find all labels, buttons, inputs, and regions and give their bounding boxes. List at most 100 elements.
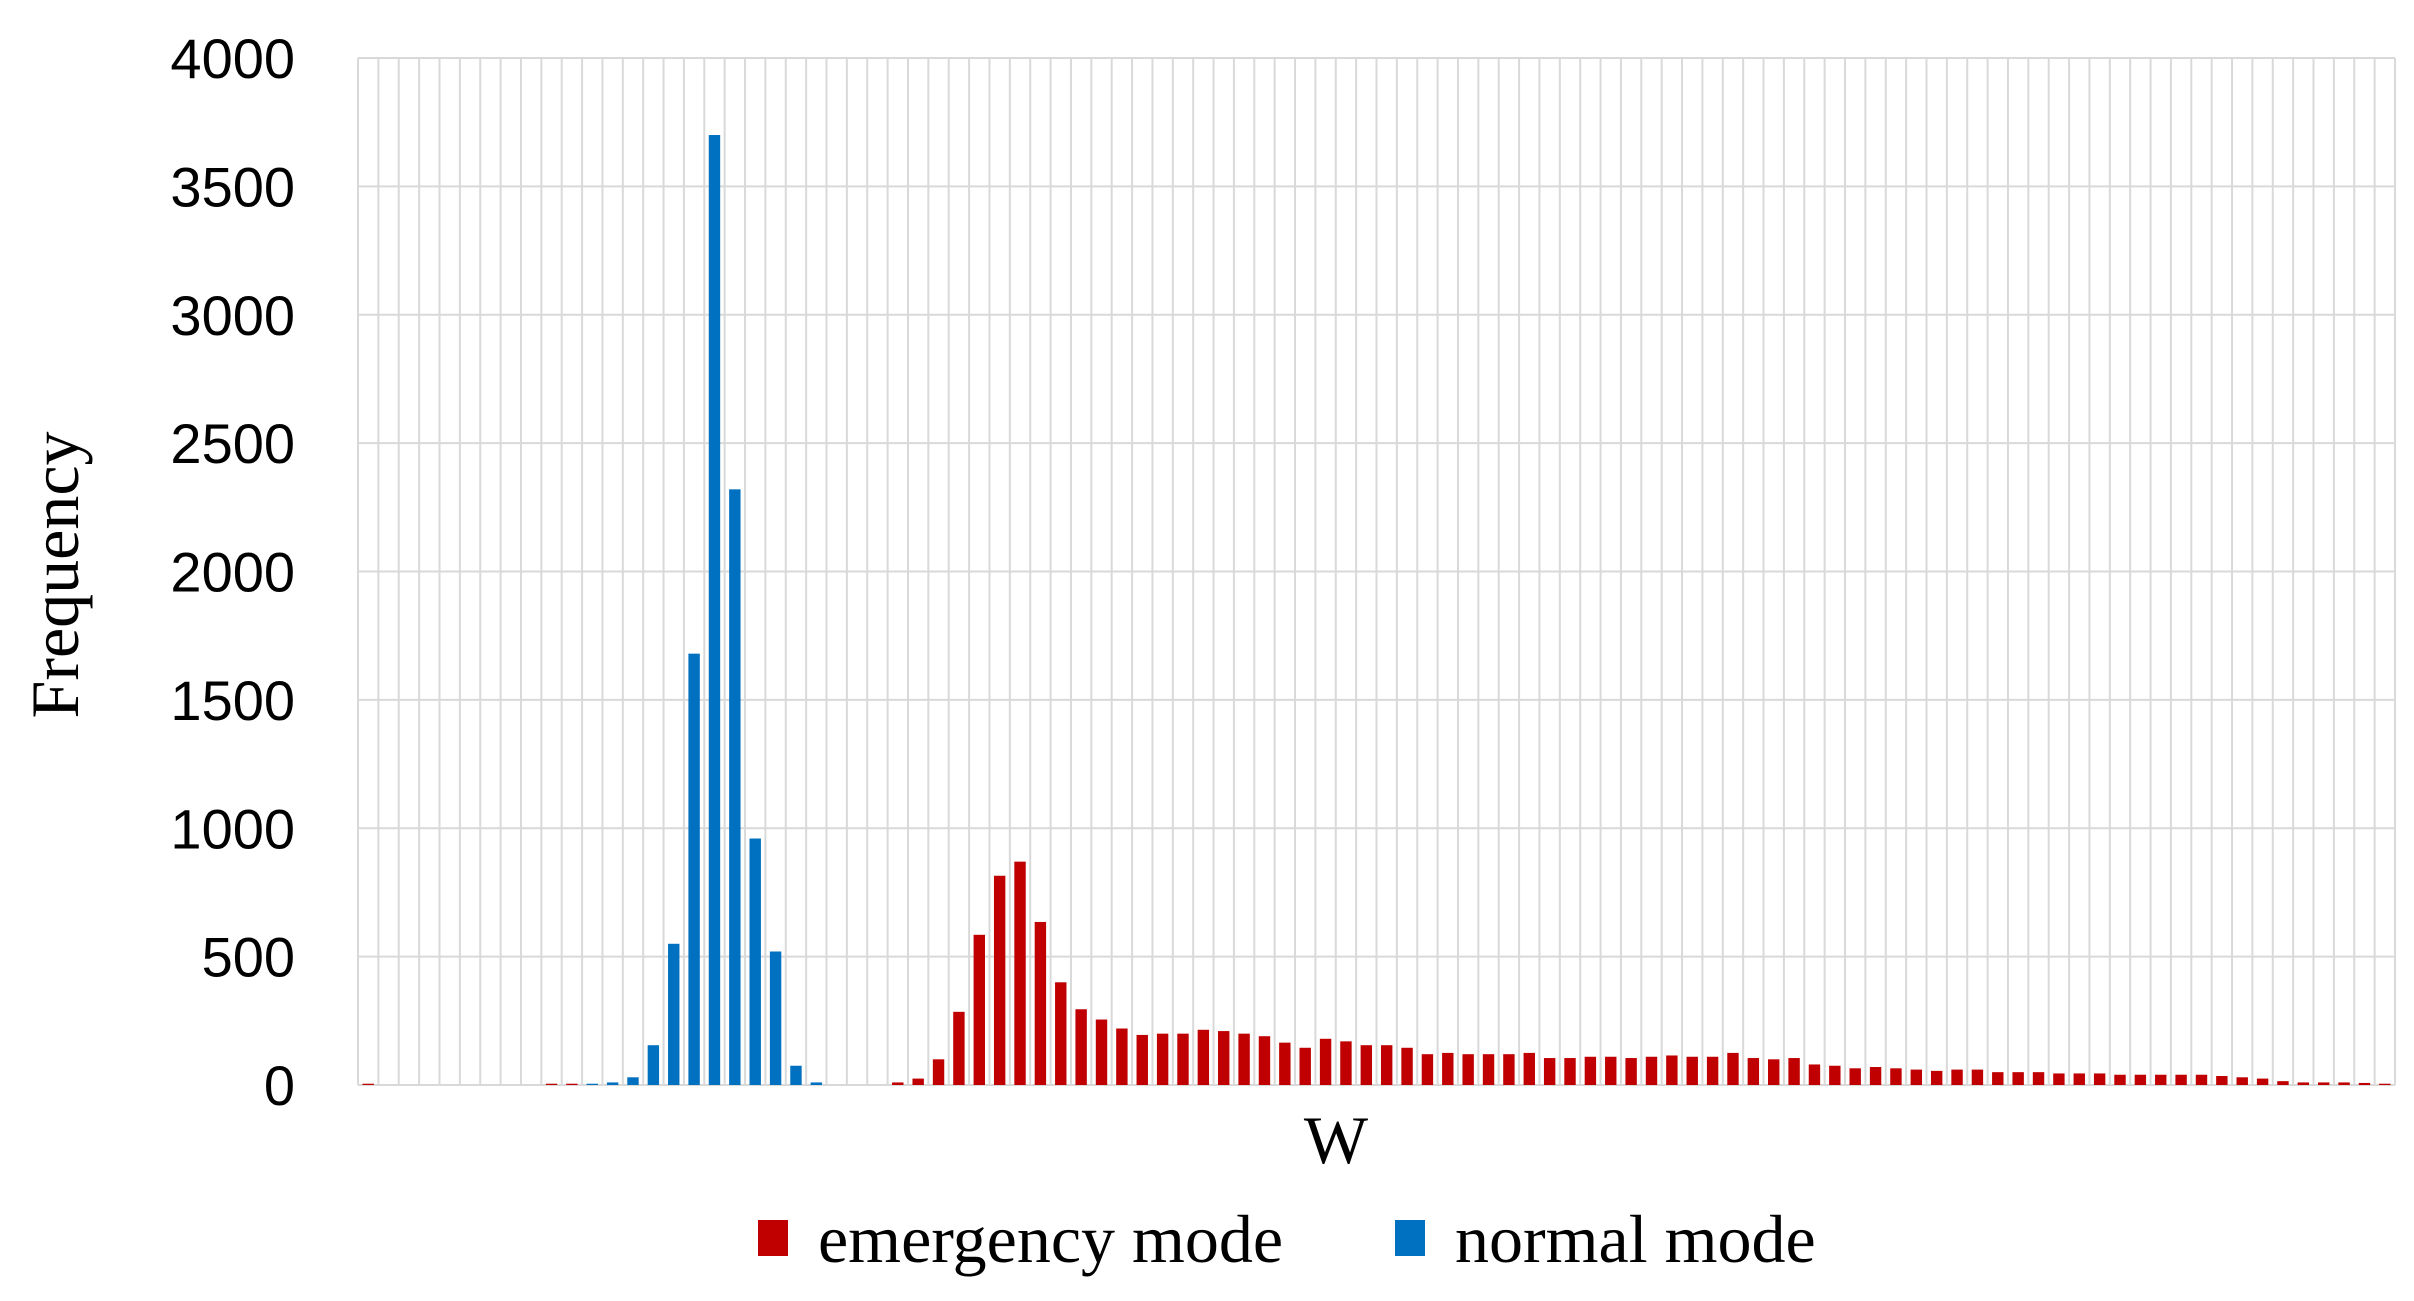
legend: emergency mode normal mode [758, 1201, 1816, 1277]
bar-emergency-mode [2155, 1074, 2167, 1085]
y-tick-label: 3000 [170, 284, 295, 347]
bar-emergency-mode [2053, 1073, 2065, 1085]
legend-label-normal-mode: normal mode [1455, 1201, 1816, 1277]
y-tick-label: 1500 [170, 669, 295, 732]
y-tick-label: 1000 [170, 797, 295, 860]
bar-emergency-mode [1523, 1052, 1535, 1085]
bar-emergency-mode [2114, 1074, 2126, 1085]
y-axis-title: Frequency [17, 431, 93, 718]
bar-emergency-mode [1401, 1047, 1413, 1085]
y-axis-ticks: 0 500 1000 1500 2000 2500 3000 3500 4000 [170, 27, 295, 1117]
bar-emergency-mode [892, 1082, 904, 1085]
bar-normal-mode [668, 943, 680, 1085]
bar-emergency-mode [1177, 1033, 1189, 1085]
bar-emergency-mode [1930, 1070, 1943, 1085]
bar-normal-mode [647, 1045, 660, 1085]
bar-emergency-mode [1360, 1045, 1373, 1085]
gridlines [357, 57, 2396, 1086]
bar-emergency-mode [2093, 1073, 2106, 1085]
bar-emergency-mode [545, 1083, 558, 1085]
bar-normal-mode [749, 838, 761, 1085]
legend-label-emergency-mode: emergency mode [818, 1201, 1283, 1277]
bar-emergency-mode [1055, 982, 1067, 1085]
bar-emergency-mode [2318, 1082, 2330, 1085]
bar-emergency-mode [1319, 1038, 1332, 1085]
bar-emergency-mode [2338, 1082, 2350, 1085]
legend-item-emergency-mode: emergency mode [758, 1201, 1283, 1277]
bar-emergency-mode [2216, 1076, 2228, 1085]
bar-emergency-mode [2134, 1074, 2147, 1085]
bar-emergency-mode [953, 1011, 965, 1085]
bar-emergency-mode [1971, 1069, 1984, 1085]
bar-emergency-mode [1503, 1054, 1515, 1085]
bar-emergency-mode [1605, 1056, 1617, 1085]
bar-emergency-mode [2012, 1072, 2024, 1085]
bar-emergency-mode [1218, 1031, 1230, 1085]
bar-emergency-mode [993, 875, 1006, 1085]
bar-emergency-mode [1380, 1045, 1393, 1085]
bar-emergency-mode [1849, 1068, 1861, 1085]
bar-emergency-mode [2297, 1082, 2310, 1085]
bar-emergency-mode [1543, 1058, 1556, 1085]
bars [362, 135, 2391, 1086]
bar-emergency-mode [1625, 1058, 1637, 1085]
bar-normal-mode [627, 1077, 639, 1085]
bar-emergency-mode [1197, 1029, 1210, 1085]
bar-emergency-mode [2195, 1074, 2208, 1085]
bar-emergency-mode [973, 934, 985, 1085]
bar-emergency-mode [1238, 1033, 1250, 1085]
bar-normal-mode [688, 653, 700, 1085]
bar-emergency-mode [1075, 1009, 1087, 1085]
bar-emergency-mode [1788, 1058, 1800, 1085]
bar-emergency-mode [566, 1083, 578, 1085]
bar-emergency-mode [1034, 921, 1047, 1085]
bar-emergency-mode [1279, 1042, 1291, 1085]
y-tick-label: 4000 [170, 27, 295, 90]
bar-emergency-mode [1869, 1067, 1882, 1085]
y-tick-label: 3500 [170, 155, 295, 218]
bar-emergency-mode [2175, 1074, 2187, 1085]
y-tick-label: 2000 [170, 541, 295, 604]
bar-emergency-mode [1340, 1041, 1352, 1085]
bar-emergency-mode [1258, 1036, 1271, 1085]
bar-emergency-mode [1156, 1033, 1169, 1085]
y-tick-label: 0 [264, 1054, 295, 1117]
bar-emergency-mode [2236, 1077, 2248, 1085]
bar-emergency-mode [1747, 1058, 1760, 1085]
bar-emergency-mode [1442, 1052, 1454, 1085]
bar-emergency-mode [1890, 1068, 1902, 1085]
bar-emergency-mode [362, 1083, 374, 1085]
bar-emergency-mode [1992, 1072, 2004, 1085]
bar-emergency-mode [1768, 1059, 1780, 1085]
bar-emergency-mode [2256, 1078, 2269, 1085]
bar-emergency-mode [2277, 1081, 2289, 1085]
legend-item-normal-mode: normal mode [1395, 1201, 1816, 1277]
bar-emergency-mode [1482, 1054, 1495, 1085]
bar-emergency-mode [912, 1078, 924, 1085]
bar-emergency-mode [1462, 1054, 1474, 1085]
y-tick-label: 2500 [170, 412, 295, 475]
bar-emergency-mode [2379, 1083, 2391, 1085]
bar-normal-mode [606, 1082, 619, 1085]
bar-emergency-mode [2358, 1082, 2371, 1085]
legend-swatch-normal-mode [1395, 1220, 1425, 1256]
bar-emergency-mode [2073, 1073, 2085, 1085]
bar-emergency-mode [1808, 1064, 1821, 1085]
bar-emergency-mode [1910, 1069, 1923, 1085]
bar-emergency-mode [1564, 1058, 1576, 1085]
bar-emergency-mode [1584, 1056, 1597, 1085]
bar-emergency-mode [1116, 1028, 1128, 1085]
bar-emergency-mode [1421, 1054, 1434, 1085]
bar-emergency-mode [1686, 1056, 1698, 1085]
bar-normal-mode [586, 1083, 598, 1085]
bar-emergency-mode [932, 1059, 945, 1085]
bar-emergency-mode [1951, 1069, 1963, 1085]
bar-emergency-mode [1645, 1056, 1658, 1085]
x-axis-title: W [1304, 1102, 1369, 1178]
legend-swatch-emergency-mode [758, 1220, 788, 1256]
bar-emergency-mode [1829, 1065, 1841, 1085]
bar-emergency-mode [1095, 1019, 1108, 1085]
bar-normal-mode [769, 951, 782, 1085]
